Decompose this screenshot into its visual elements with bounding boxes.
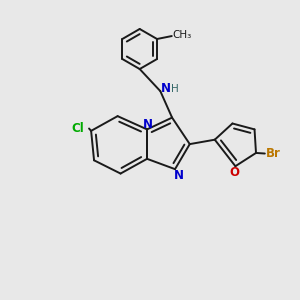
Text: Br: Br xyxy=(266,147,280,160)
Text: N: N xyxy=(142,118,153,130)
Text: Cl: Cl xyxy=(71,122,84,135)
Text: CH₃: CH₃ xyxy=(172,31,192,40)
Text: N: N xyxy=(160,82,171,95)
Text: O: O xyxy=(229,166,239,179)
Text: N: N xyxy=(174,169,184,182)
Text: H: H xyxy=(171,84,179,94)
